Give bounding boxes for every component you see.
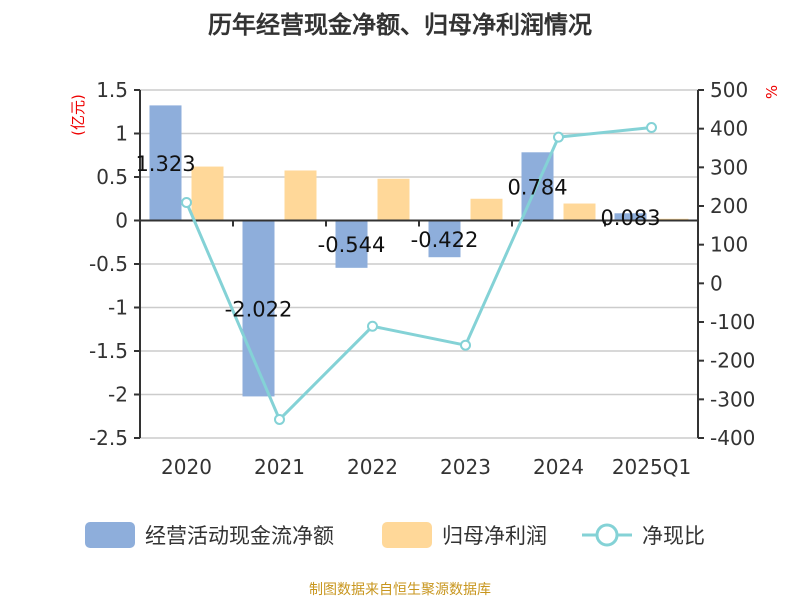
net-profit-bar (191, 166, 224, 221)
x-tick-label: 2020 (161, 455, 212, 479)
legend-ratio-marker (595, 523, 619, 547)
net-profit-bar (377, 178, 410, 221)
chart-title: 历年经营现金净额、归母净利润情况 (208, 11, 592, 39)
x-tick-label: 2021 (254, 455, 305, 479)
cashflow-bar (335, 220, 368, 268)
x-tick-label: 2025Q1 (612, 455, 691, 479)
y-tick-label: 1 (115, 122, 128, 146)
net-profit-bar (284, 170, 317, 221)
y-tick-label: -1 (108, 296, 128, 320)
y2-tick-label: 400 (710, 117, 748, 141)
legend-swatch-net-profit (382, 522, 432, 548)
y-tick-label: 1.5 (96, 78, 128, 102)
ratio-point (274, 413, 285, 425)
x-tick-label: 2022 (347, 455, 398, 479)
x-tick-label: 2023 (440, 455, 491, 479)
y2-tick-label: 100 (710, 233, 748, 257)
y2-tick-label: -100 (710, 310, 755, 334)
y-tick-label: -2.5 (89, 426, 128, 450)
y-tick-label: -2 (108, 383, 128, 407)
y-axis-label: (亿元) (69, 94, 87, 136)
y2-tick-label: -400 (710, 426, 755, 450)
cashflow-bar (428, 220, 461, 258)
y2-axis-label: % (763, 85, 781, 99)
y2-tick-label: -300 (710, 387, 755, 411)
y-tick-label: 0 (115, 209, 128, 233)
cashflow-value-label: 0.083 (600, 206, 660, 230)
y-tick-label: 0.5 (96, 165, 128, 189)
legend-label-ratio: 净现比 (642, 524, 705, 548)
y2-tick-label: 500 (710, 78, 748, 102)
cashflow-bar (149, 105, 182, 221)
cashflow-value-label: -0.422 (411, 228, 479, 252)
net-profit-bar (470, 198, 503, 221)
y-tick-label: -1.5 (89, 339, 128, 363)
cashflow-value-label: -0.544 (318, 233, 386, 257)
y-tick-label: -0.5 (89, 252, 128, 276)
cashflow-value-label: 1.323 (135, 152, 195, 176)
ratio-point (181, 197, 192, 209)
legend-swatch-cashflow (85, 522, 135, 548)
cashflow-bar (614, 213, 647, 221)
y2-tick-label: -200 (710, 349, 755, 373)
cashflow-value-label: 0.784 (507, 175, 567, 199)
ratio-point (553, 131, 564, 143)
y2-tick-label: 0 (710, 271, 723, 295)
source-note: 制图数据来自恒生聚源数据库 (309, 582, 491, 598)
legend-label-cashflow: 经营活动现金流净额 (145, 524, 334, 548)
legend-label-net-profit: 归母净利润 (442, 524, 547, 548)
ratio-point (646, 122, 657, 134)
x-tick-label: 2024 (533, 455, 584, 479)
y2-tick-label: 300 (710, 155, 748, 179)
ratio-point (460, 339, 471, 351)
cashflow-value-label: -2.022 (225, 297, 293, 321)
y2-tick-label: 200 (710, 194, 748, 218)
ratio-point (367, 320, 378, 332)
ratio-line (185, 126, 652, 423)
net-profit-bar (563, 203, 596, 221)
